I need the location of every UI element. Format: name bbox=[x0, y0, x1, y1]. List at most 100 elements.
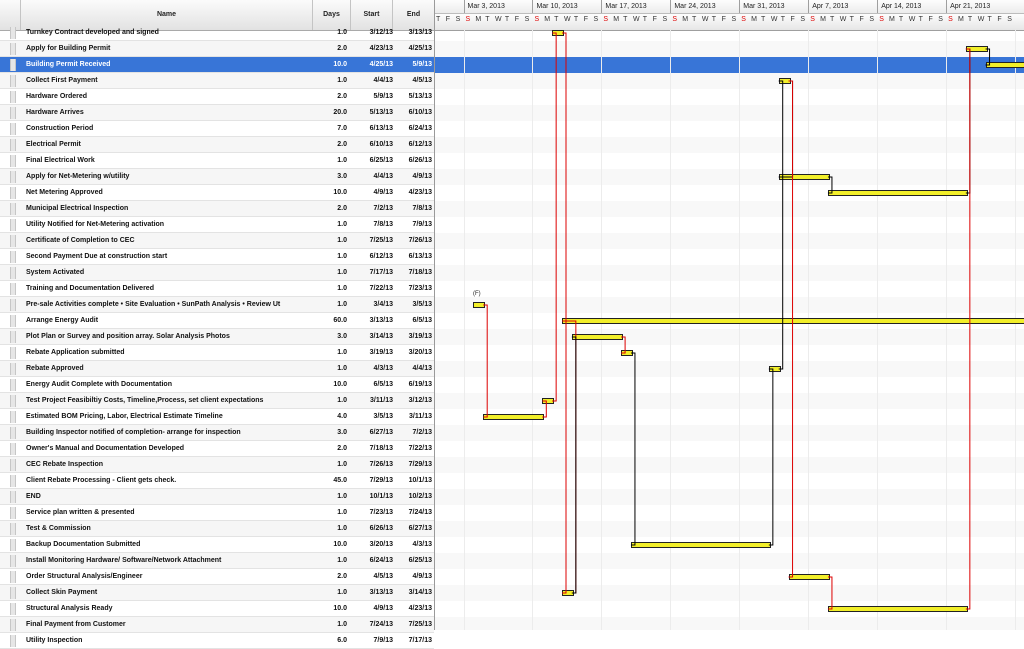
task-start[interactable]: 3/19/13 bbox=[369, 349, 393, 356]
task-name[interactable]: Test Project Feasibiltiy Costs, Timeline… bbox=[26, 397, 264, 404]
row-grip[interactable] bbox=[10, 283, 16, 295]
task-row[interactable]: Backup Documentation Submitted 10.0 3/20/1… bbox=[0, 537, 434, 553]
task-end[interactable]: 3/11/13 bbox=[409, 413, 432, 420]
task-days[interactable]: 1.0 bbox=[337, 525, 347, 532]
task-row[interactable]: Pre-sale Activities complete • Site Eval… bbox=[0, 297, 434, 313]
column-header-days[interactable]: Days bbox=[312, 0, 350, 30]
task-row[interactable]: Certificate of Completion to CEC 1.0 7/25/… bbox=[0, 233, 434, 249]
task-name[interactable]: Municipal Electrical Inspection bbox=[26, 205, 129, 212]
row-grip[interactable] bbox=[10, 347, 16, 359]
row-grip[interactable] bbox=[10, 43, 16, 55]
row-grip[interactable] bbox=[10, 139, 16, 151]
task-start[interactable]: 4/4/13 bbox=[373, 173, 393, 180]
task-row[interactable]: Hardware Ordered 2.0 5/9/13 5/13/13 bbox=[0, 89, 434, 105]
task-days[interactable]: 1.0 bbox=[337, 349, 347, 356]
task-days[interactable]: 1.0 bbox=[337, 77, 347, 84]
task-days[interactable]: 10.0 bbox=[333, 61, 347, 68]
task-start[interactable]: 7/8/13 bbox=[373, 221, 393, 228]
row-grip[interactable] bbox=[10, 459, 16, 471]
task-end[interactable]: 10/1/13 bbox=[408, 477, 432, 484]
row-grip[interactable] bbox=[10, 267, 16, 279]
task-name[interactable]: Energy Audit Complete with Documentation bbox=[26, 381, 172, 388]
task-start[interactable]: 3/13/13 bbox=[369, 589, 393, 596]
task-row[interactable]: Second Payment Due at construction start… bbox=[0, 249, 434, 265]
task-name[interactable]: Collect First Payment bbox=[26, 77, 98, 84]
task-end[interactable]: 7/18/13 bbox=[408, 269, 432, 276]
task-days[interactable]: 1.0 bbox=[337, 509, 347, 516]
task-end[interactable]: 3/5/13 bbox=[412, 301, 432, 308]
task-start[interactable]: 6/12/13 bbox=[369, 253, 393, 260]
column-header-end[interactable]: End bbox=[392, 0, 434, 30]
task-end[interactable]: 4/4/13 bbox=[412, 365, 432, 372]
row-grip[interactable] bbox=[10, 507, 16, 519]
row-grip[interactable] bbox=[10, 635, 16, 647]
task-name[interactable]: Test & Commission bbox=[26, 525, 91, 532]
task-end[interactable]: 4/5/13 bbox=[412, 77, 432, 84]
row-grip[interactable] bbox=[10, 155, 16, 167]
task-name[interactable]: Apply for Net-Metering w/utility bbox=[26, 173, 130, 180]
task-days[interactable]: 1.0 bbox=[337, 269, 347, 276]
task-row[interactable]: Collect Skin Payment 1.0 3/13/13 3/14/13 bbox=[0, 585, 434, 601]
task-name[interactable]: Install Monitoring Hardware/ Software/Ne… bbox=[26, 557, 222, 564]
task-end[interactable]: 7/8/13 bbox=[412, 205, 432, 212]
row-grip[interactable] bbox=[10, 523, 16, 535]
task-days[interactable]: 3.0 bbox=[337, 173, 347, 180]
task-row[interactable]: Plot Plan or Survey and position array. … bbox=[0, 329, 434, 345]
task-start[interactable]: 4/9/13 bbox=[373, 189, 393, 196]
task-name[interactable]: Final Electrical Work bbox=[26, 157, 95, 164]
task-name[interactable]: Final Payment from Customer bbox=[26, 621, 126, 628]
row-grip[interactable] bbox=[10, 363, 16, 375]
task-days[interactable]: 2.0 bbox=[337, 445, 347, 452]
task-start[interactable]: 7/24/13 bbox=[369, 621, 393, 628]
row-grip[interactable] bbox=[10, 603, 16, 615]
task-days[interactable]: 2.0 bbox=[337, 205, 347, 212]
task-name[interactable]: Turnkey Contract developed and signed bbox=[26, 29, 159, 36]
task-start[interactable]: 7/22/13 bbox=[369, 285, 393, 292]
task-start[interactable]: 3/11/13 bbox=[370, 397, 393, 404]
task-row[interactable]: Rebate Approved 1.0 4/3/13 4/4/13 bbox=[0, 361, 434, 377]
task-end[interactable]: 3/14/13 bbox=[408, 589, 432, 596]
task-start[interactable]: 3/4/13 bbox=[373, 301, 393, 308]
task-row[interactable]: Install Monitoring Hardware/ Software/Ne… bbox=[0, 553, 434, 569]
task-start[interactable]: 3/20/13 bbox=[369, 541, 393, 548]
task-days[interactable]: 1.0 bbox=[337, 557, 347, 564]
task-days[interactable]: 6.0 bbox=[337, 637, 347, 644]
task-days[interactable]: 7.0 bbox=[337, 125, 347, 132]
task-row[interactable]: Net Metering Approved 10.0 4/9/13 4/23/13 bbox=[0, 185, 434, 201]
row-grip[interactable] bbox=[10, 443, 16, 455]
task-end[interactable]: 7/2/13 bbox=[412, 429, 432, 436]
task-days[interactable]: 2.0 bbox=[337, 573, 347, 580]
task-days[interactable]: 1.0 bbox=[337, 589, 347, 596]
task-end[interactable]: 6/10/13 bbox=[408, 109, 432, 116]
task-end[interactable]: 7/22/13 bbox=[408, 445, 432, 452]
task-start[interactable]: 6/25/13 bbox=[369, 157, 393, 164]
task-days[interactable]: 1.0 bbox=[337, 285, 347, 292]
row-grip[interactable] bbox=[10, 411, 16, 423]
task-start[interactable]: 3/5/13 bbox=[373, 413, 393, 420]
task-row[interactable]: Final Electrical Work 1.0 6/25/13 6/26/13 bbox=[0, 153, 434, 169]
task-days[interactable]: 10.0 bbox=[333, 381, 347, 388]
task-start[interactable]: 7/23/13 bbox=[369, 509, 393, 516]
task-start[interactable]: 7/2/13 bbox=[373, 205, 393, 212]
task-name[interactable]: Order Structural Analysis/Engineer bbox=[26, 573, 143, 580]
row-grip[interactable] bbox=[10, 555, 16, 567]
task-row[interactable]: Rebate Application submitted 1.0 3/19/13 3/… bbox=[0, 345, 434, 361]
task-row[interactable]: CEC Rebate Inspection 1.0 7/26/13 7/29/13 bbox=[0, 457, 434, 473]
task-row[interactable]: Test & Commission 1.0 6/26/13 6/27/13 bbox=[0, 521, 434, 537]
task-name[interactable]: Building Permit Received bbox=[26, 61, 111, 68]
row-grip[interactable] bbox=[10, 299, 16, 311]
task-start[interactable]: 7/25/13 bbox=[369, 237, 393, 244]
task-days[interactable]: 1.0 bbox=[337, 621, 347, 628]
task-end[interactable]: 6/25/13 bbox=[408, 557, 432, 564]
task-days[interactable]: 1.0 bbox=[337, 365, 347, 372]
task-end[interactable]: 6/24/13 bbox=[408, 125, 432, 132]
column-header-start[interactable]: Start bbox=[350, 0, 392, 30]
task-end[interactable]: 3/19/13 bbox=[408, 333, 432, 340]
task-start[interactable]: 4/9/13 bbox=[373, 605, 393, 612]
task-end[interactable]: 4/9/13 bbox=[412, 573, 432, 580]
task-end[interactable]: 5/9/13 bbox=[412, 61, 432, 68]
row-grip[interactable] bbox=[10, 235, 16, 247]
task-row[interactable]: Structural Analysis Ready 10.0 4/9/13 4/23/… bbox=[0, 601, 434, 617]
task-name[interactable]: Hardware Ordered bbox=[26, 93, 88, 100]
task-start[interactable]: 3/14/13 bbox=[369, 333, 393, 340]
